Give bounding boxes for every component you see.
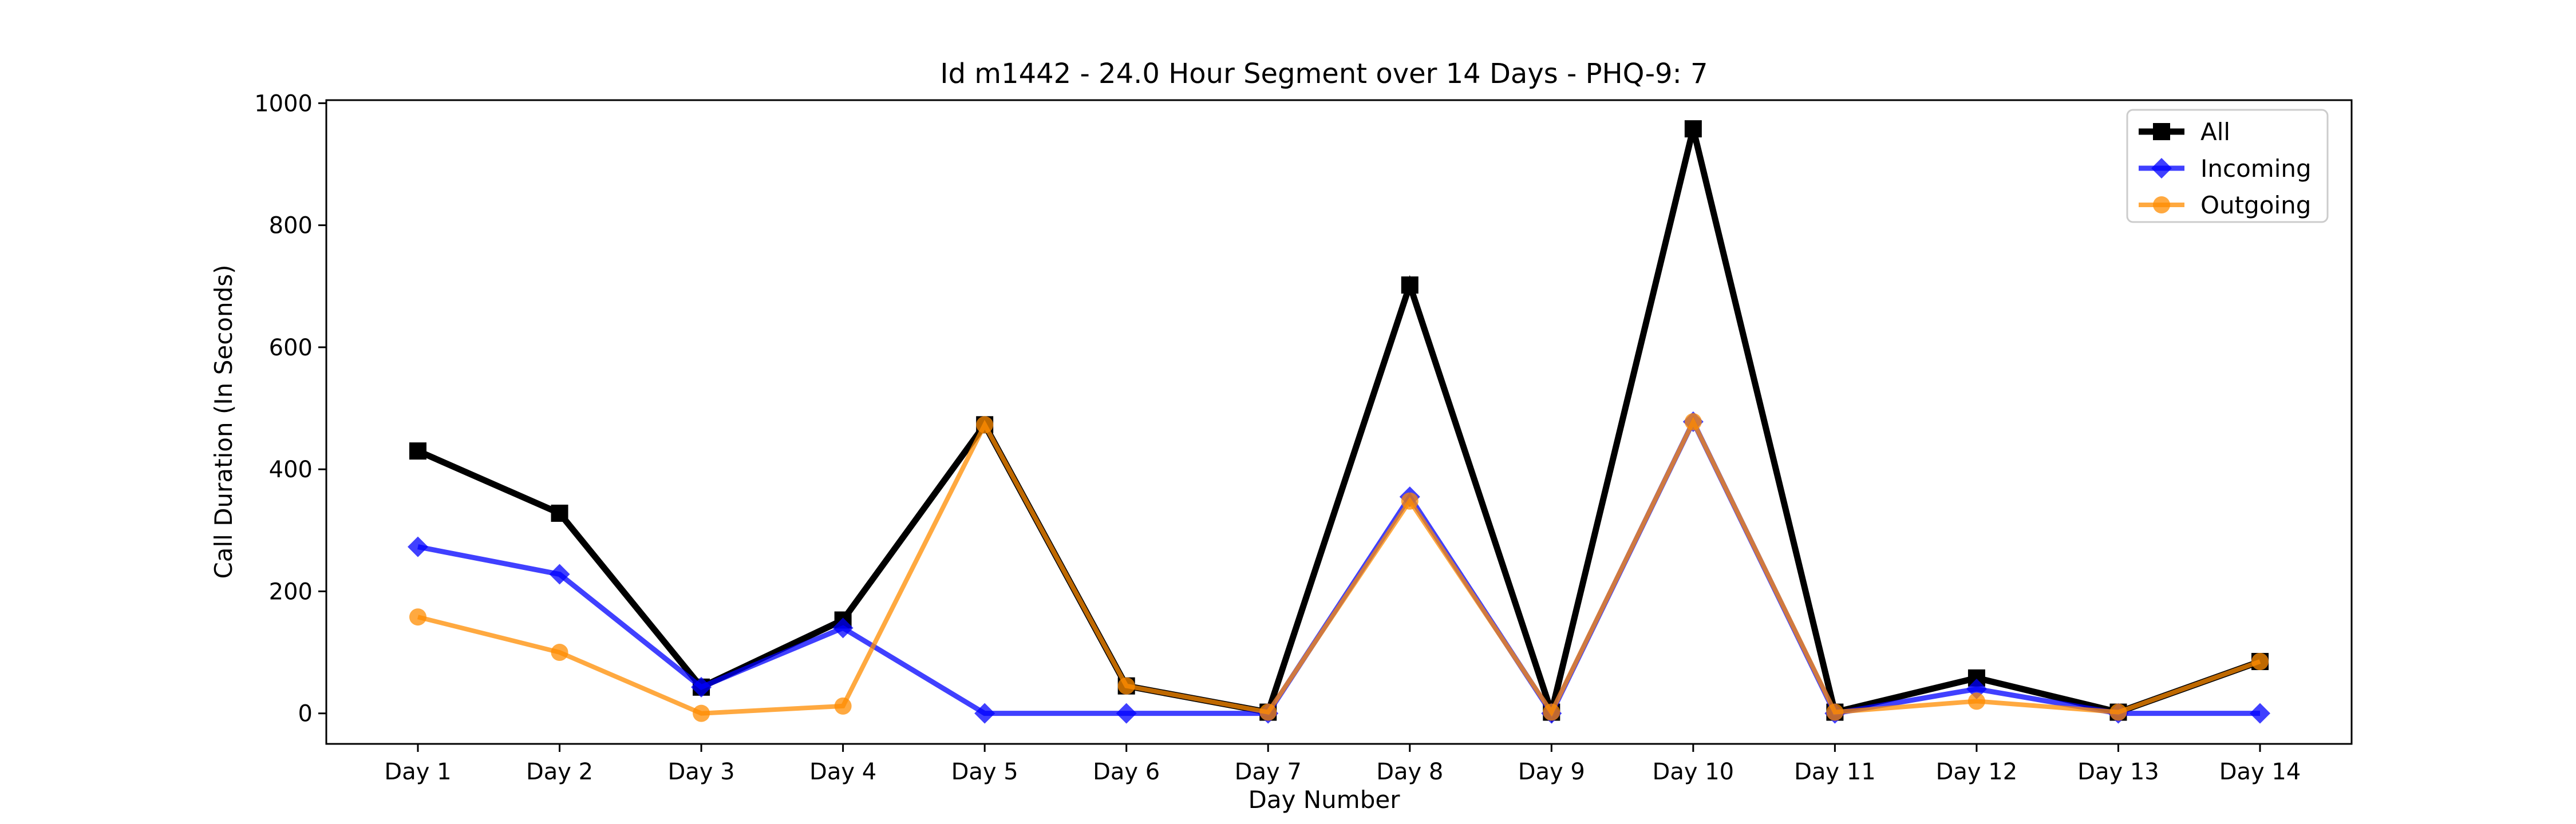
x-tick-label: Day 14 [2219,759,2301,785]
data-point [1684,120,1702,138]
x-tick-label: Day 4 [809,759,876,785]
legend-marker [2153,196,2170,213]
y-tick-label: 200 [269,579,313,605]
x-tick-label: Day 12 [1936,759,2018,785]
data-point [409,608,426,626]
x-tick-label: Day 11 [1794,759,1876,785]
y-tick-label: 600 [269,335,313,361]
series-line [417,416,2261,717]
chart-title: Id m1442 - 24.0 Hour Segment over 14 Day… [940,58,1708,90]
data-point [551,504,568,522]
y-tick-label: 400 [269,457,313,483]
x-tick-label: Day 13 [2077,759,2159,785]
x-tick-label: Day 2 [526,759,593,785]
x-tick-label: Day 7 [1235,759,1302,785]
y-tick-label: 800 [269,213,313,239]
legend-box [2126,109,2329,223]
data-point [551,644,568,661]
series-line [416,128,2261,724]
x-tick-label: Day 3 [667,759,734,785]
data-point [549,564,570,585]
legend-item-all: All [2139,118,2230,146]
legend-marker [2151,158,2172,179]
legend-marker [2153,123,2170,140]
x-tick-label: Day 10 [1653,759,1735,785]
data-point [1117,677,1135,695]
data-point [1967,692,1985,710]
data-point [1684,413,1702,430]
data-point [1401,492,1419,510]
x-tick-label: Day 5 [951,759,1018,785]
data-point [974,703,995,724]
data-point [1401,276,1419,294]
x-tick-label: Day 9 [1518,759,1585,785]
data-point [2109,703,2127,721]
series-all [409,120,2269,724]
data-point [1543,703,1560,721]
x-tick-label: Day 8 [1376,759,1443,785]
plot-area [325,99,2353,745]
x-tick-label: Day 6 [1093,759,1160,785]
data-point [834,697,852,715]
data-point [1259,703,1277,721]
legend-label: Outgoing [2200,191,2311,219]
data-point [409,442,426,460]
data-point [1966,679,1987,700]
data-point [1116,703,1137,724]
data-point [832,617,854,639]
x-tick-label: Day 1 [384,759,451,785]
series-layer [408,120,2270,724]
x-axis: Day 1 Day 2 Day 3 Day 4 Day 5 Day 6 Day 7 Day 8… [384,744,2301,785]
legend-item-incoming: Incoming [2139,154,2312,183]
data-point [2250,703,2270,724]
data-point [408,536,428,557]
data-point [976,416,994,434]
data-point [1826,703,1844,721]
data-point [691,676,712,698]
x-axis-label: Day Number [1248,786,1400,814]
legend-label: Incoming [2200,154,2312,183]
series-outgoing [409,413,2269,722]
legend: All Incoming Outgoing [2126,109,2329,223]
y-axis-label: Call Duration (In Seconds) [210,264,238,579]
legend-item-outgoing: Outgoing [2139,191,2311,219]
y-tick-label: 0 [298,701,313,727]
y-tick-label: 1000 [254,90,313,117]
series-incoming [408,411,2270,724]
data-point [2251,653,2269,671]
data-point [693,704,710,722]
legend-label: All [2200,118,2230,146]
y-axis: 0 200 400 600 800 1000 [254,90,326,727]
